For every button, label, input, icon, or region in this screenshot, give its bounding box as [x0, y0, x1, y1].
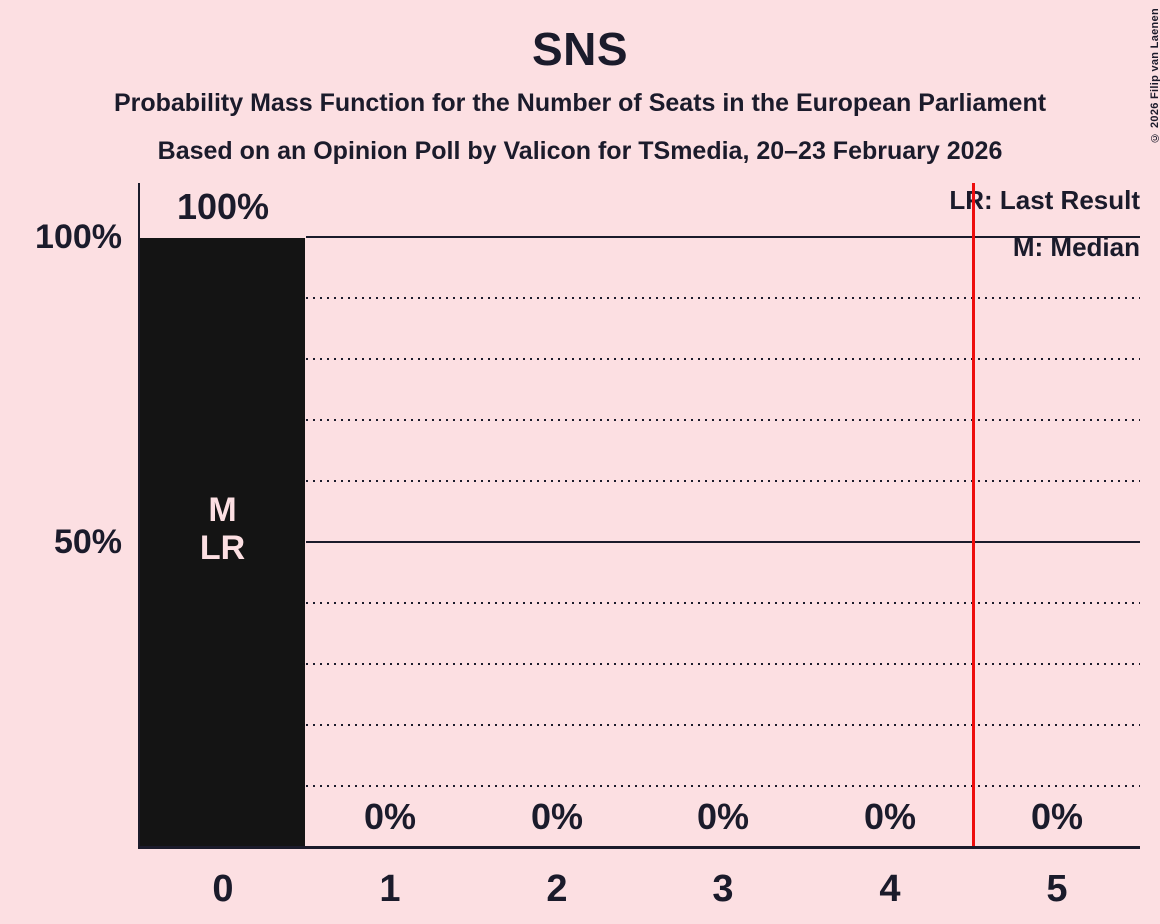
- gridline-80pct: [306, 358, 1140, 360]
- value-label-seats-2: 0%: [530, 796, 584, 837]
- x-tick-label-0: 0: [212, 868, 234, 910]
- last-result-marker: LR: [199, 529, 246, 567]
- gridline-70pct: [306, 419, 1140, 421]
- value-label-seats-3: 0%: [696, 796, 750, 837]
- x-tick-label-3: 3: [712, 868, 734, 910]
- chart-subtitle: Probability Mass Function for the Number…: [113, 89, 1047, 117]
- x-tick-label-1: 1: [379, 868, 401, 910]
- gridline-60pct: [306, 480, 1140, 482]
- red-reference-line: [972, 183, 975, 846]
- gridline-90pct: [306, 297, 1140, 299]
- gridline-20pct: [306, 724, 1140, 726]
- chart-title: SNS: [531, 23, 629, 75]
- y-axis-line: [138, 183, 140, 849]
- x-tick-label-5: 5: [1046, 868, 1068, 910]
- value-label-seats-4: 0%: [863, 796, 917, 837]
- gridline-30pct: [306, 663, 1140, 665]
- chart-source-line: Based on an Opinion Poll by Valicon for …: [157, 137, 1003, 165]
- copyright-notice: © 2026 Filip van Laenen: [1149, 8, 1160, 144]
- value-label-seats-1: 0%: [363, 796, 417, 837]
- y-tick-label-50: 50%: [53, 523, 122, 561]
- value-label-seats-0: 100%: [176, 186, 270, 227]
- gridline-40pct: [306, 602, 1140, 604]
- gridline-100pct: [306, 236, 1140, 238]
- x-tick-label-4: 4: [879, 868, 901, 910]
- y-tick-label-100: 100%: [35, 218, 122, 256]
- value-label-seats-5: 0%: [1030, 796, 1084, 837]
- gridline-50pct: [306, 541, 1140, 543]
- median-marker: M: [208, 491, 237, 529]
- legend-last-result: LR: Last Result: [949, 185, 1140, 215]
- bar-annotation-median-lastresult: M LR: [140, 491, 305, 567]
- legend-median: M: Median: [1012, 232, 1140, 262]
- x-axis-line: [139, 846, 1140, 849]
- bar-seats-0: [140, 238, 305, 846]
- gridline-10pct: [306, 785, 1140, 787]
- x-tick-label-2: 2: [546, 868, 568, 910]
